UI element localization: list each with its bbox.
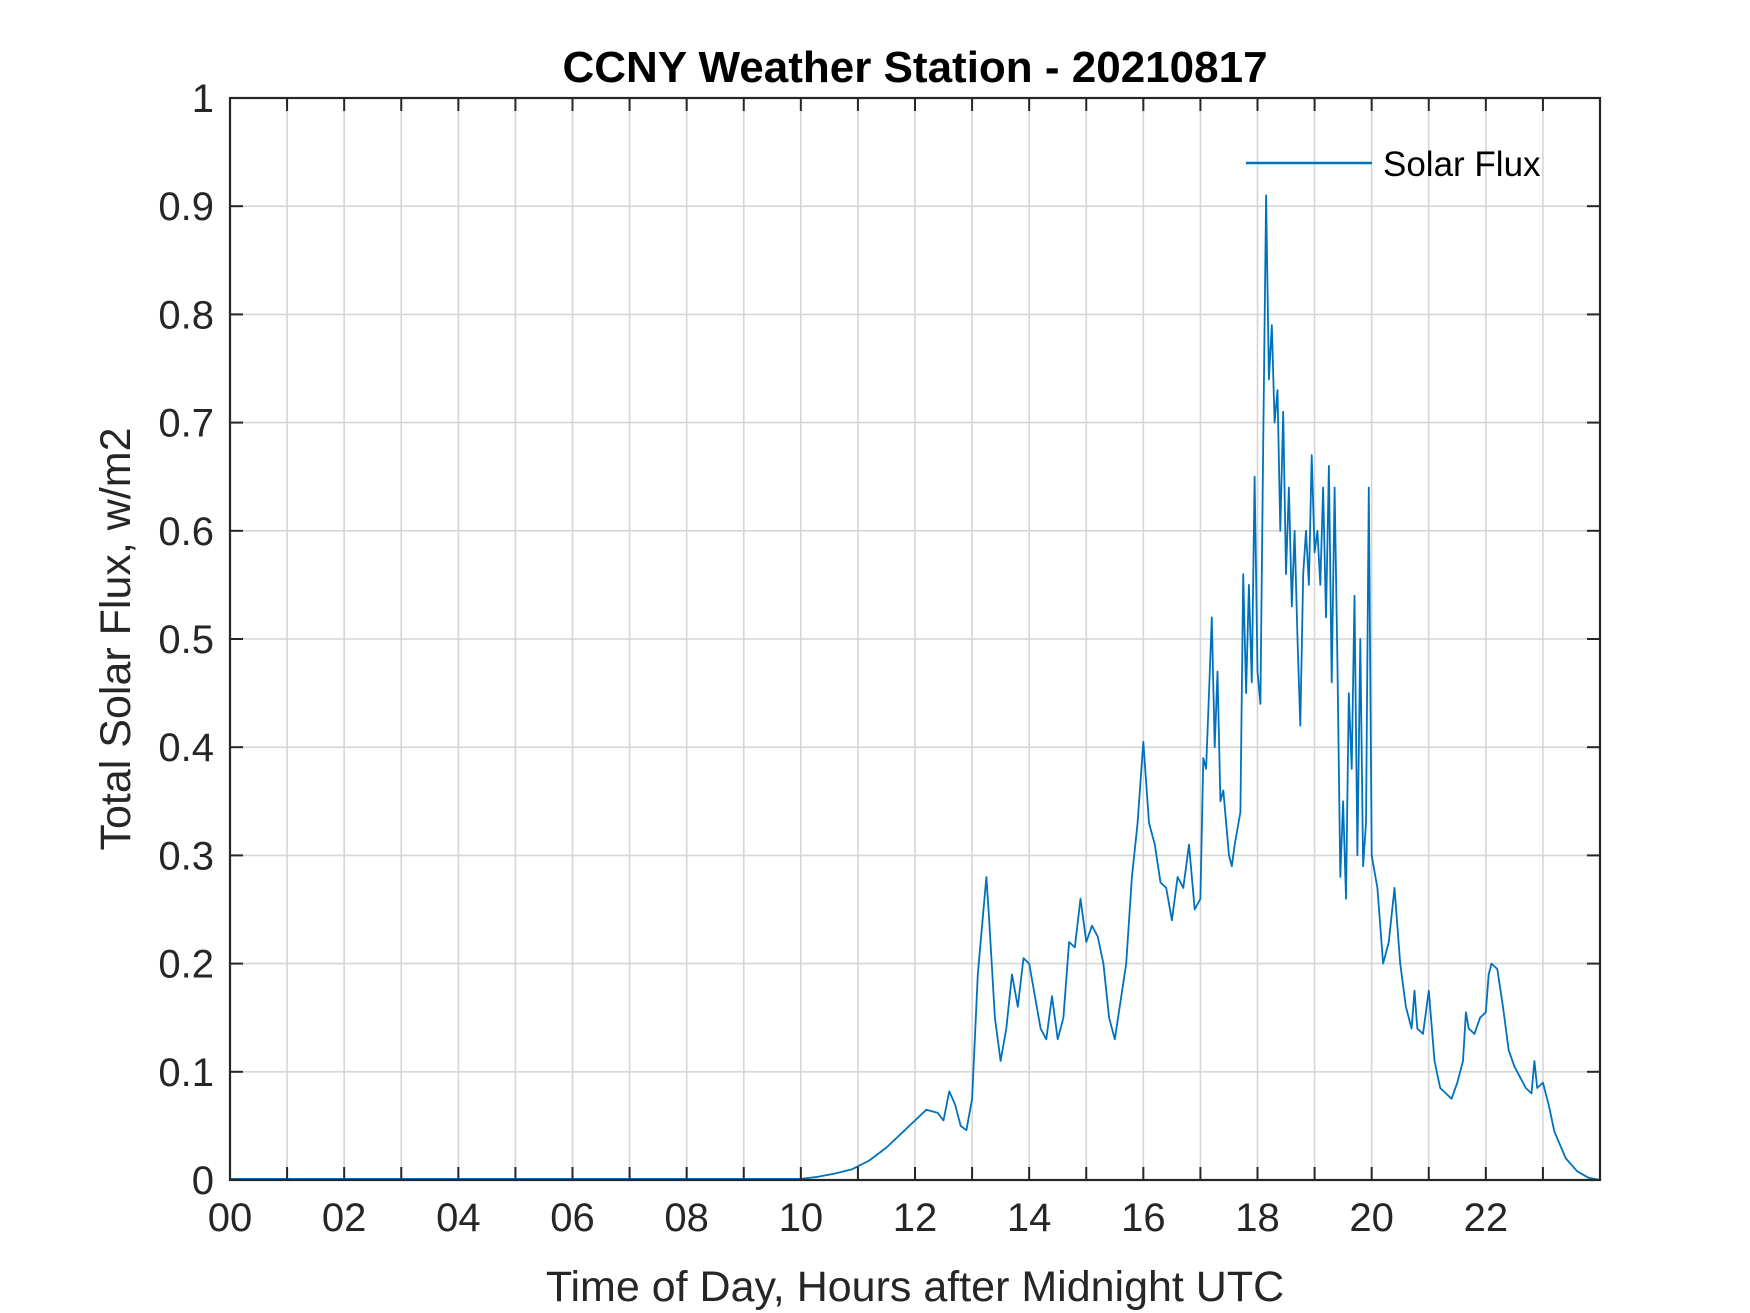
x-tick-label: 12 (893, 1196, 938, 1240)
x-tick-label: 14 (1007, 1196, 1052, 1240)
y-tick-labels: 0 0.1 0.2 0.3 0.4 0.5 0.6 0.7 0.8 0.9 1 (158, 77, 214, 1203)
y-tick-label: 0.2 (158, 943, 214, 987)
x-tick-label: 04 (436, 1196, 481, 1240)
chart-title: CCNY Weather Station - 20210817 (562, 43, 1267, 92)
x-tick-label: 18 (1235, 1196, 1280, 1240)
y-tick-label: 0.6 (158, 510, 214, 554)
x-tick-label: 16 (1121, 1196, 1166, 1240)
series-line-solar-flux (230, 194, 1601, 1181)
y-tick-label: 1 (192, 77, 214, 121)
tick-marks (230, 97, 1600, 1181)
x-axis-label: Time of Day, Hours after Midnight UTC (546, 1263, 1284, 1311)
y-axis-label: Total Solar Flux, w/m2 (92, 428, 140, 851)
legend: Solar Flux (1246, 145, 1541, 184)
y-tick-label: 0.8 (158, 293, 214, 337)
x-tick-label: 02 (322, 1196, 367, 1240)
x-tick-label: 00 (208, 1196, 253, 1240)
legend-label: Solar Flux (1383, 145, 1541, 184)
y-tick-label: 0.4 (158, 726, 214, 770)
y-tick-label: 0.1 (158, 1051, 214, 1095)
x-tick-label: 20 (1349, 1196, 1394, 1240)
x-tick-label: 08 (664, 1196, 709, 1240)
y-tick-label: 0.3 (158, 834, 214, 878)
series-layer (230, 194, 1601, 1181)
x-tick-label: 22 (1464, 1196, 1509, 1240)
y-tick-label: 0.5 (158, 618, 214, 662)
x-tick-label: 10 (779, 1196, 824, 1240)
x-tick-labels: 00 02 04 06 08 10 12 14 16 18 20 22 (208, 1196, 1508, 1240)
y-tick-label: 0.9 (158, 185, 214, 229)
y-tick-label: 0.7 (158, 402, 214, 446)
grid-lines (230, 98, 1600, 1180)
y-tick-label: 0 (192, 1159, 214, 1203)
x-tick-label: 06 (550, 1196, 595, 1240)
